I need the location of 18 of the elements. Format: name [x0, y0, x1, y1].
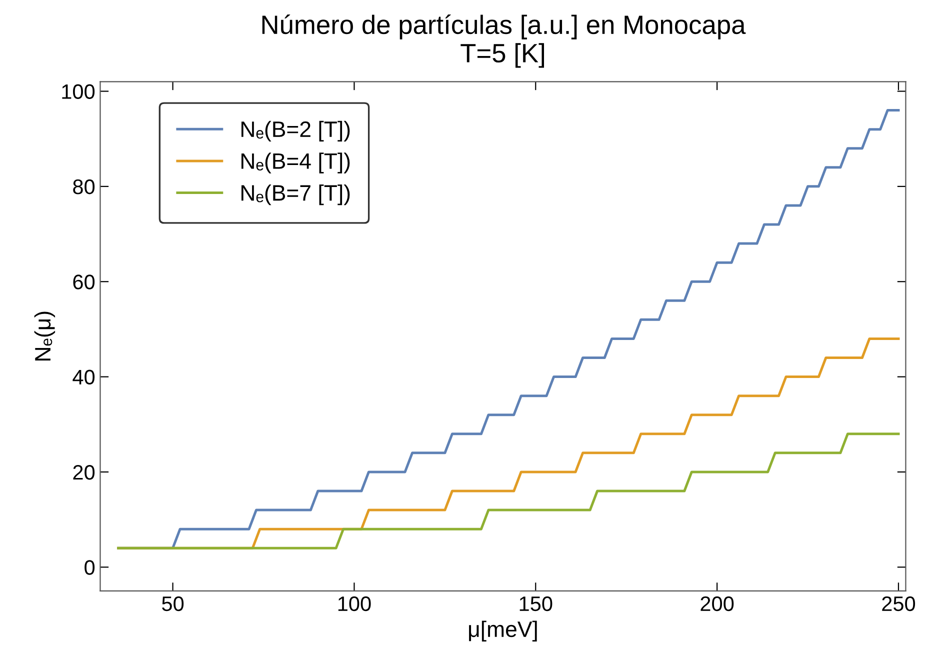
y-tick-label: 40 — [72, 370, 95, 385]
x-tick-label: 100 — [338, 596, 371, 612]
x-tick-label: 200 — [700, 596, 734, 612]
y-tick-label: 80 — [73, 179, 95, 194]
x-tick-label: 50 — [162, 596, 184, 612]
x-tick-label: 150 — [520, 596, 552, 612]
y-tick-label: 0 — [84, 560, 95, 575]
legend-label: Nₑ(B=7 [T]) — [241, 184, 350, 206]
x-axis-title: μ[meV] — [469, 620, 537, 642]
legend-label: Nₑ(B=4 [T]) — [241, 152, 350, 174]
y-axis-title: Nₑ(μ) — [34, 312, 56, 360]
chart-title: Número de partículas [a.u.] en Monocapa T=5 [K] — [262, 14, 746, 68]
line-series — [117, 432, 900, 550]
y-tick-label: 20 — [73, 464, 95, 480]
y-tick-label: 60 — [73, 274, 95, 290]
y-tick-label: 100 — [62, 84, 95, 100]
x-tick-label: 250 — [882, 596, 916, 612]
legend-label: Nₑ(B=2 [T]) — [241, 120, 350, 142]
